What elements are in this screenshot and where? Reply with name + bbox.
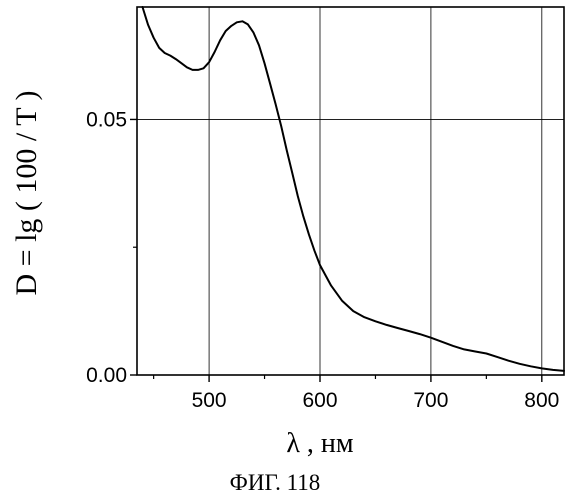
x-axis-title: λ , нм xyxy=(286,428,354,459)
x-tick-label-700: 700 xyxy=(413,389,448,412)
y-axis-title: D = lg ( 100 / T ) xyxy=(10,91,43,296)
x-tick-labels: 500 600 700 800 xyxy=(192,389,560,412)
axis-ticks xyxy=(130,118,543,382)
plot-frame xyxy=(136,6,565,376)
y-tick-label-0: 0.00 xyxy=(86,364,127,387)
y-tick-labels: 0.00 0.05 xyxy=(86,108,127,387)
spectrum-curve xyxy=(141,6,565,372)
x-tick-label-600: 600 xyxy=(302,389,337,412)
y-tick-label-1: 0.05 xyxy=(86,108,127,131)
x-tick-label-800: 800 xyxy=(524,389,559,412)
figure-caption: ФИГ. 118 xyxy=(230,470,321,495)
grid-lines xyxy=(137,7,564,375)
x-tick-label-500: 500 xyxy=(192,389,227,412)
